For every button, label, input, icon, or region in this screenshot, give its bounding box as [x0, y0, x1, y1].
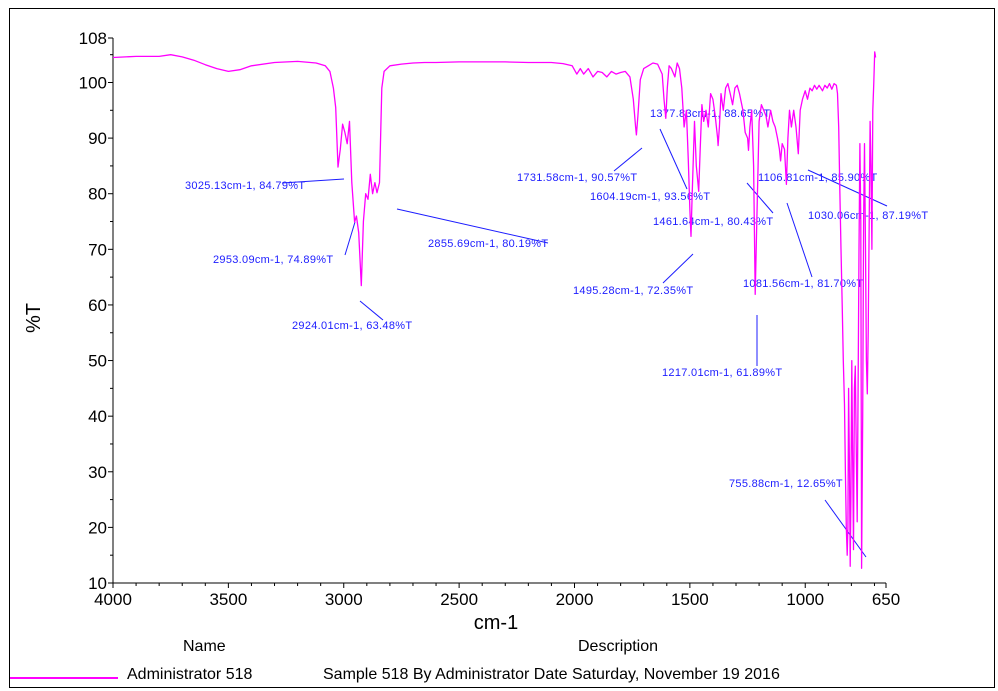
x-tick-label: 3000 [325, 590, 363, 609]
legend-description-header: Description [578, 638, 659, 655]
peak-label: 1604.19cm-1, 93.56%T [590, 191, 710, 203]
y-tick-label: 40 [88, 407, 107, 426]
peak-label: 1731.58cm-1, 90.57%T [517, 172, 637, 184]
x-tick-label: 1000 [786, 590, 824, 609]
chart-frame [9, 8, 995, 688]
legend-series-name: Administrator 518 [127, 666, 253, 683]
peak-label: 2924.01cm-1, 63.48%T [292, 320, 412, 332]
x-tick-label: 650 [872, 590, 900, 609]
peak-label: 3025.13cm-1, 84.79%T [185, 180, 305, 192]
peak-label: 2953.09cm-1, 74.89%T [213, 254, 333, 266]
x-tick-label: 4000 [94, 590, 132, 609]
series-layer [112, 51, 877, 569]
peak-leader-line [786, 202, 813, 278]
peak-label: 1217.01cm-1, 61.89%T [662, 367, 782, 379]
y-axis-label: %T [23, 303, 45, 333]
legend-swatch [10, 677, 118, 679]
peak-label: 1081.56cm-1, 81.70%T [743, 278, 863, 290]
x-axis-label: cm-1 [474, 612, 518, 634]
y-tick-label: 50 [88, 352, 107, 371]
legend-name-header: Name [183, 638, 226, 655]
y-tick-label: 30 [88, 463, 107, 482]
peak-leader-line [824, 499, 867, 558]
peak-label: 1377.83cm-1, 88.65%T [650, 108, 770, 120]
peak-leader-line [396, 208, 549, 244]
peak-label: 1106.81cm-1, 85.90%T [758, 172, 878, 184]
peak-leader-line [359, 300, 384, 321]
x-tick-label: 2000 [556, 590, 594, 609]
y-tick-label: 100 [79, 73, 107, 92]
y-tick-label: 80 [88, 185, 107, 204]
peak-leader-line [659, 128, 688, 190]
y-tick-label: 10 [88, 574, 107, 593]
y-tick-label: 60 [88, 296, 107, 315]
y-tick-label: 20 [88, 518, 107, 537]
peak-leader-line [746, 182, 774, 214]
legend-series-description: Sample 518 By Administrator Date Saturda… [323, 666, 780, 683]
x-tick-label: 2500 [440, 590, 478, 609]
peak-label: 1461.64cm-1, 80.43%T [653, 216, 773, 228]
peak-leader-line [662, 253, 694, 284]
peak-label: 1495.28cm-1, 72.35%T [573, 285, 693, 297]
y-tick-label: 90 [88, 129, 107, 148]
x-tick-label: 3500 [209, 590, 247, 609]
peak-leader-line [807, 169, 888, 207]
y-tick-label: 108 [79, 29, 107, 48]
peak-leader-line [281, 178, 345, 184]
spectrum-line [112, 51, 877, 569]
peak-label: 2855.69cm-1, 80.19%T [428, 238, 548, 250]
x-tick-label: 1500 [671, 590, 709, 609]
y-tick-label: 70 [88, 240, 107, 259]
peak-leader-line [613, 147, 643, 172]
peak-label: 755.88cm-1, 12.65%T [729, 478, 843, 490]
peak-leader-line [344, 221, 356, 256]
peak-label: 1030.06cm-1, 87.19%T [808, 210, 928, 222]
peak-annotations: 3025.13cm-1, 84.79%T 2953.09cm-1, 74.89%T… [185, 108, 928, 558]
axes [108, 37, 887, 588]
